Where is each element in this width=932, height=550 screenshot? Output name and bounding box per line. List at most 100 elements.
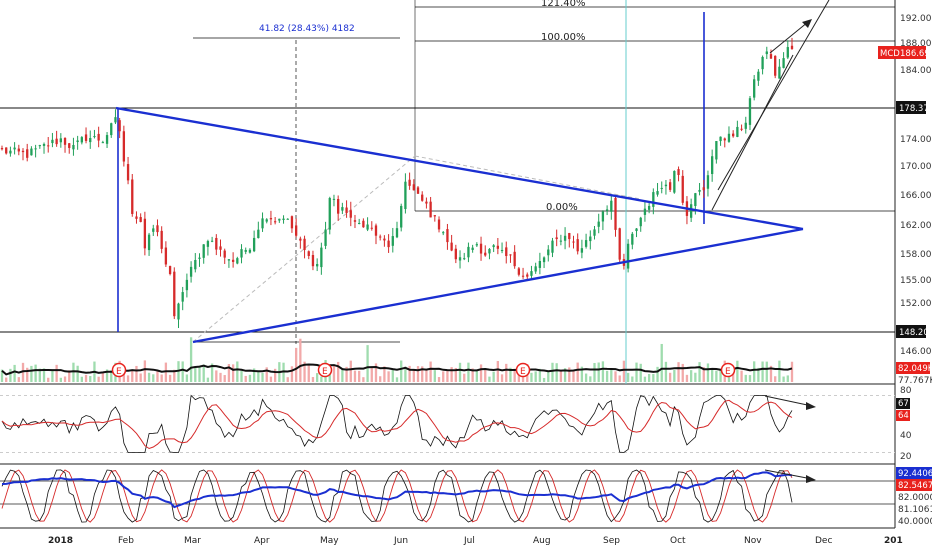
volume-bar [446,369,449,382]
price-tick-170: 170.00 [900,162,932,172]
volume-bar [702,367,705,382]
candle-body [231,259,235,262]
candle-body [597,221,600,227]
candle-body [307,251,310,256]
candle-body [383,238,386,241]
volume-bar [294,347,298,382]
volume-bar [370,366,373,382]
volume-bar [47,377,50,382]
candle-body [160,230,163,249]
volume-bar [748,375,752,382]
volume-ma-label: 82.049K [898,364,932,374]
candle-body [618,228,621,260]
price-tick-162: 162.00 [900,221,932,231]
volume-bar [311,377,315,382]
volume-bar [437,377,441,382]
volume-bar [63,376,67,382]
volume-bar [622,360,626,382]
candle-body [740,128,743,130]
candle-body [677,169,680,176]
candle-body [236,258,239,264]
volume-bar [467,362,470,382]
candle-body [639,217,642,227]
volume-bar [252,368,256,382]
candle-body [517,268,521,275]
volume-bar [618,375,621,382]
volume-bar [143,360,147,382]
candle-body [580,248,584,253]
candle-body [278,218,281,221]
candle-body [757,71,760,81]
stoch-signal-line [1,469,793,523]
volume-bar [694,372,697,382]
volume-bar [706,363,710,382]
price-arrow-head [802,19,812,28]
fib-label-0: 0.00% [546,202,578,213]
volume-bar [475,370,478,382]
candle-body [723,138,726,141]
price-tick-174: 174.00 [900,135,932,145]
candle-body [429,201,432,218]
candle-body [303,238,306,250]
volume-bar [227,364,231,382]
volume-bar [479,364,483,382]
candle-body [13,147,16,150]
rsi-fast-line [1,394,793,453]
candle-body [265,219,268,222]
candle-body [652,192,655,207]
volume-bar [55,364,58,382]
volume-bar [383,366,386,382]
stoch-value-1: 92.4406 [898,469,932,479]
candle-body [509,254,512,256]
volume-bar [732,369,735,382]
candle-body [614,197,617,230]
volume-bar [42,368,46,382]
candle-body [458,257,462,261]
volume-bar [84,374,88,382]
rsi-divergence-arrow [806,402,816,410]
candle-body [572,241,575,243]
candle-body [198,257,201,259]
volume-bar [320,376,323,382]
volume-bar [341,369,344,382]
candle-body [454,248,457,260]
volume-bar [231,364,235,382]
candle-body [706,175,710,189]
volume-bar [668,372,672,382]
candle-body [647,205,651,210]
candle-body [47,145,50,147]
candle-body [467,246,470,258]
volume-bar [51,369,54,382]
x-tick-nov: Nov [744,536,762,546]
volume-bar [72,362,75,382]
rsi-tick-80: 80 [900,386,912,396]
candle-body [589,236,592,242]
volume-bar [202,364,205,382]
candle-body [374,225,378,236]
fib-diagonal [192,155,416,343]
volume-bar [185,374,189,382]
candle-body [782,58,785,68]
rsi-slow-line [1,399,793,450]
candle-body [164,247,168,265]
candle-body [437,219,441,230]
candle-body [568,233,571,240]
volume-bar [774,376,777,382]
candle-body [332,198,336,200]
candle-body [139,217,142,222]
candle-body [362,220,365,228]
earnings-marker-label: E [520,367,526,377]
candle-body [219,246,222,250]
candle-body [269,218,273,220]
volume-bar [626,372,630,382]
volume-bar [568,367,571,382]
candle-body [727,133,731,142]
price-tick-188: 188.00 [900,39,932,49]
volume-bar [635,362,638,382]
volume-bar [395,377,399,382]
price-tag-178 [896,101,926,114]
volume-bar [303,361,306,382]
